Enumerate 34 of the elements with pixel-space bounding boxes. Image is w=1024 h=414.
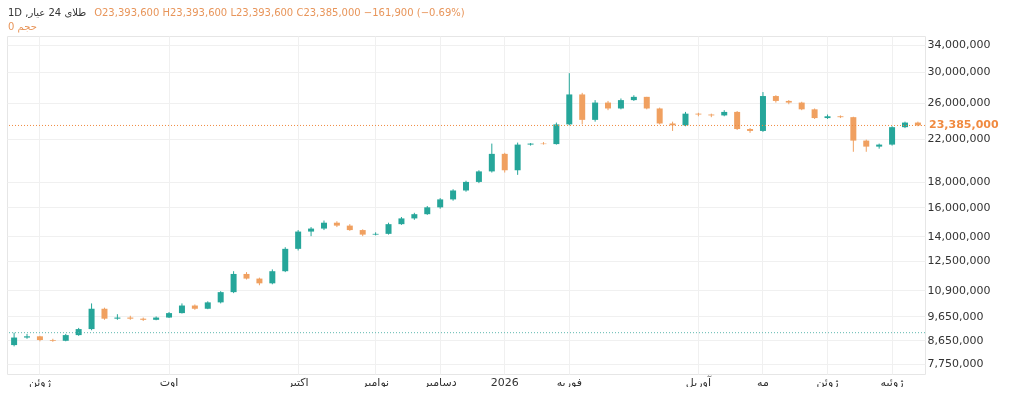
y-tick-label: 14,000,000 xyxy=(927,229,991,243)
y-tick-label: 8,650,000 xyxy=(927,333,984,347)
y-tick-label: 30,000,000 xyxy=(927,65,991,79)
y-tick-label: 22,000,000 xyxy=(927,132,991,146)
candlestick xyxy=(308,226,315,237)
candlestick xyxy=(295,229,302,251)
chart-title: طلای 24 عیار, 1D xyxy=(8,7,87,18)
candlestick xyxy=(24,333,31,340)
candlestick xyxy=(230,270,237,294)
candlestick xyxy=(88,302,95,331)
y-tick-label: 16,000,000 xyxy=(927,200,991,214)
candlestick xyxy=(333,220,340,228)
y-tick-label: 7,750,000 xyxy=(927,357,984,371)
y-tick-label: 26,000,000 xyxy=(927,96,991,110)
candlestick xyxy=(553,122,560,146)
candlestick xyxy=(488,143,495,174)
y-tick-label: 34,000,000 xyxy=(927,38,991,52)
ref-line-label: 23,385,000 xyxy=(929,118,999,132)
candlestick xyxy=(282,246,289,273)
x-tick-label: مه xyxy=(757,375,769,389)
text: حجم 0 xyxy=(8,20,38,34)
text: O23,393,600 H23,393,600 L23,393,600 C23,385,000 −161,900 (−0.69%) xyxy=(94,7,465,18)
x-tick-label: 2026 xyxy=(490,375,519,389)
y-tick-label: 12,500,000 xyxy=(927,254,991,268)
y-tick-label: 9,650,000 xyxy=(927,309,984,323)
candlestick xyxy=(592,99,599,123)
candlestick xyxy=(850,116,857,153)
candlestick xyxy=(191,303,198,311)
candlestick xyxy=(747,127,754,134)
candlestick xyxy=(501,152,508,174)
y-tick-label: 10,900,000 xyxy=(927,283,991,297)
candlestick xyxy=(734,110,741,131)
y-tick-label: 18,000,000 xyxy=(927,175,991,189)
candlestick xyxy=(889,125,896,147)
